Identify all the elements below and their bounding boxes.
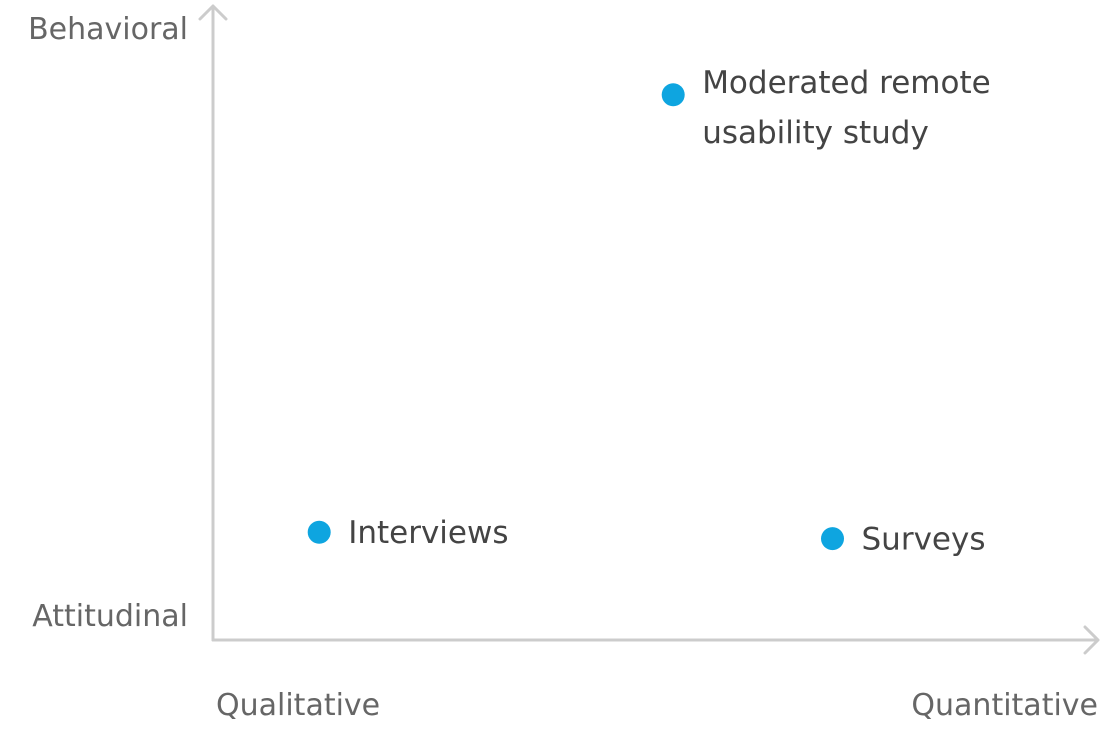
data-points: Moderated remote usability study Interview… <box>307 65 991 558</box>
x-axis-line <box>211 625 1100 655</box>
data-point-label: Moderated remote <box>702 65 991 101</box>
y-axis-low-label: Attitudinal <box>32 599 188 634</box>
data-point-marker <box>307 520 331 544</box>
data-point-marker <box>661 83 685 107</box>
y-axis-line <box>198 4 228 642</box>
data-point: Moderated remote usability study <box>661 65 991 151</box>
x-axis-high-label: Quantitative <box>911 688 1098 723</box>
data-point: Interviews <box>307 515 509 551</box>
data-point-label: usability study <box>702 115 929 151</box>
data-point: Surveys <box>821 522 986 558</box>
data-point-label: Interviews <box>348 515 508 551</box>
y-axis-high-label: Behavioral <box>28 12 188 47</box>
data-point-label: Surveys <box>862 522 986 558</box>
x-axis-low-label: Qualitative <box>216 688 380 723</box>
data-point-marker <box>821 527 844 551</box>
